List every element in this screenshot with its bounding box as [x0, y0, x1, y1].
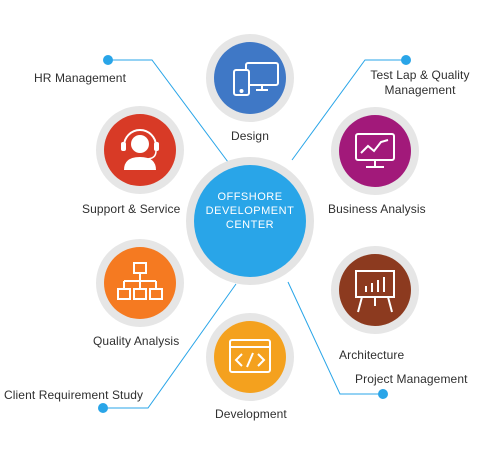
connector-hr-management: [108, 59, 229, 163]
center-title-line-1: OFFSHORE: [217, 191, 283, 203]
center-hub: [186, 157, 314, 285]
center-title: OFFSHORE DEVELOPMENT CENTER: [190, 190, 310, 232]
label-test-lap-quality: Test Lap & Quality Management: [360, 68, 480, 98]
monitor-chart-icon: [355, 133, 395, 168]
node-support-service: [96, 106, 184, 194]
dot-hr-management: [103, 55, 113, 65]
label-business-analysis: Business Analysis: [328, 202, 426, 216]
connector-lines: [103, 59, 406, 409]
dot-project-management: [378, 389, 388, 399]
headset-agent-icon: [121, 129, 159, 170]
connector-test-lap: [291, 59, 406, 161]
label-support-service: Support & Service: [82, 202, 181, 216]
label-test-lap-quality-line-1: Test Lap & Quality: [370, 68, 470, 82]
label-test-lap-quality-line-2: Management: [384, 83, 456, 97]
label-project-management: Project Management: [355, 372, 468, 386]
devices-icon: [233, 62, 279, 96]
node-development: [206, 313, 294, 401]
connector-client-requirement: [103, 283, 237, 409]
node-architecture: [331, 246, 419, 334]
center-title-line-3: CENTER: [225, 219, 275, 231]
label-architecture: Architecture: [339, 348, 405, 362]
label-quality-analysis: Quality Analysis: [93, 334, 180, 348]
label-client-requirement: Client Requirement Study: [4, 388, 144, 402]
node-quality-analysis: [96, 239, 184, 327]
center-title-line-2: DEVELOPMENT: [205, 205, 295, 217]
connector-project-management: [287, 281, 383, 395]
label-hr-management: HR Management: [34, 71, 127, 85]
sitemap-icon: [117, 262, 163, 300]
presentation-board-icon: [355, 270, 395, 313]
node-design: [206, 34, 294, 122]
node-business-analysis: [331, 107, 419, 195]
dot-client-requirement: [98, 403, 108, 413]
label-development: Development: [215, 407, 287, 421]
connector-dots: [98, 55, 411, 413]
code-window-icon: [229, 339, 271, 373]
dot-test-lap: [401, 55, 411, 65]
label-design: Design: [231, 129, 269, 143]
